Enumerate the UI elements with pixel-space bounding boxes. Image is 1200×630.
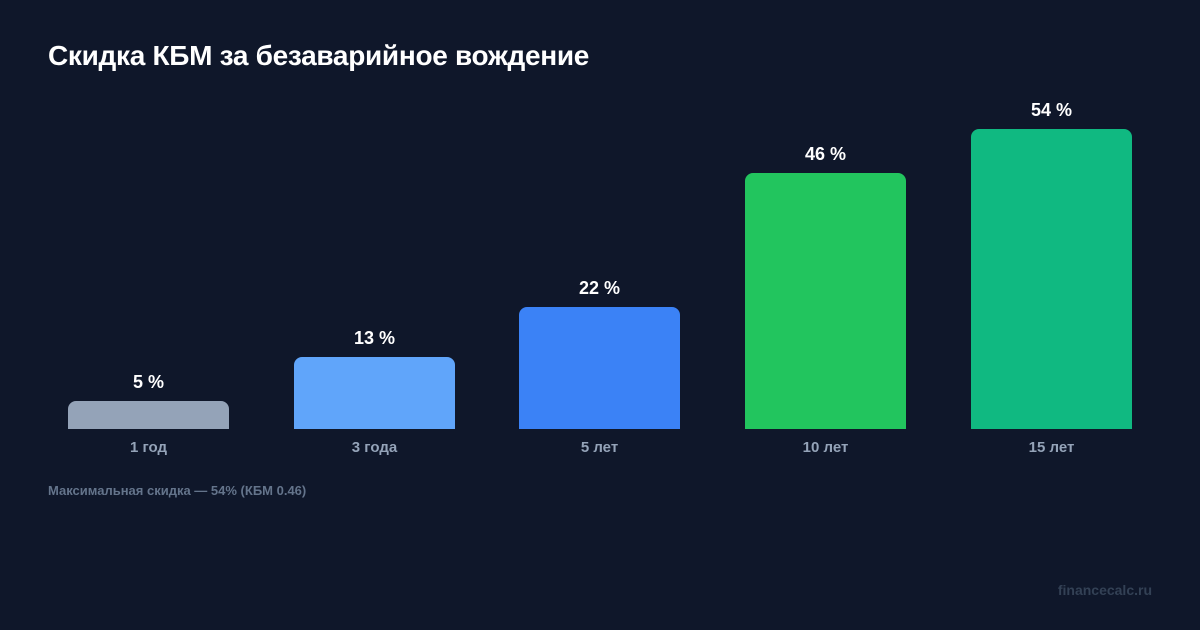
category-label: 15 лет <box>1028 439 1075 456</box>
bar-value-label: 22 % <box>578 278 621 298</box>
category-label: 1 год <box>129 439 168 456</box>
bar-value-label: 13 % <box>353 328 396 348</box>
bar-3-years <box>294 357 455 429</box>
bar-5-years <box>519 307 680 429</box>
category-label: 10 лет <box>802 439 849 456</box>
bar-1-year <box>68 401 229 429</box>
bar-10-years <box>745 173 906 429</box>
chart-title: Скидка КБМ за безаварийное вождение <box>48 40 590 71</box>
bar-value-label: 54 % <box>1030 100 1073 120</box>
footnote: Максимальная скидка — 54% (КБМ 0.46) <box>48 483 307 498</box>
bar-value-label: 5 % <box>132 372 165 392</box>
brand-watermark: financecalc.ru <box>1057 582 1152 598</box>
bar-value-label: 46 % <box>804 144 847 164</box>
category-label: 5 лет <box>580 439 619 456</box>
bar-15-years <box>971 129 1132 429</box>
category-label: 3 года <box>351 439 398 456</box>
